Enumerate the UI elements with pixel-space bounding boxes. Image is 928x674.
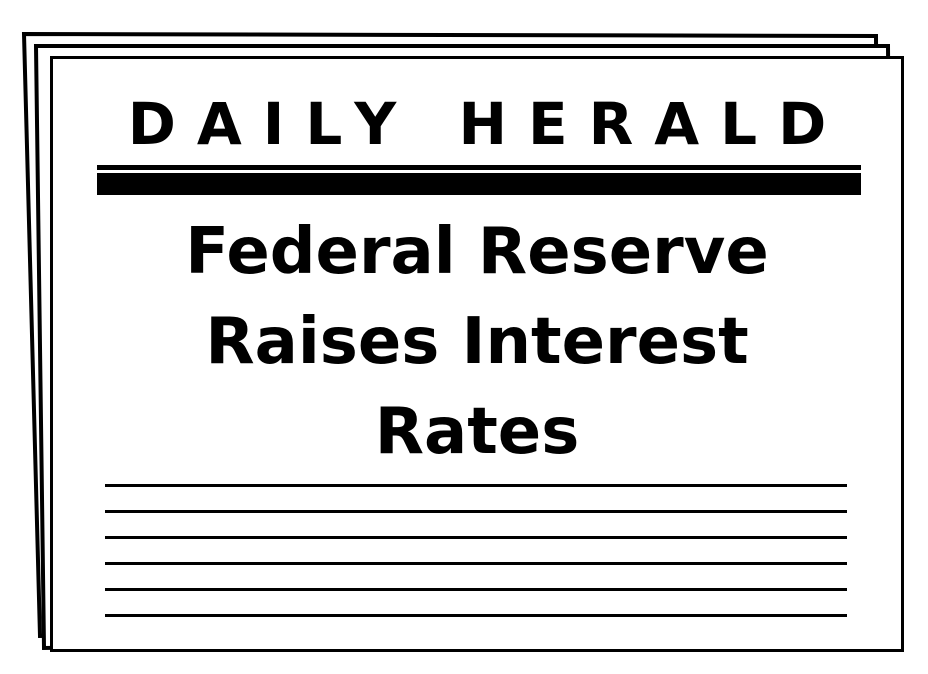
article-line	[105, 588, 847, 591]
headline-line-3: Rates	[374, 395, 580, 469]
masthead-rule-thick	[97, 173, 861, 195]
article-line	[105, 614, 847, 617]
headline: Federal Reserve Raises Interest Rates	[53, 207, 901, 477]
article-line	[105, 562, 847, 565]
article-line	[105, 510, 847, 513]
headline-line-2: Raises Interest	[205, 305, 749, 379]
headline-line-1: Federal Reserve	[185, 215, 769, 289]
newspaper-front-page: DAILY HERALD Federal Reserve Raises Inte…	[50, 56, 904, 652]
newspaper-masthead: DAILY HERALD	[127, 90, 848, 158]
article-line	[105, 484, 847, 487]
article-line	[105, 536, 847, 539]
article-text-placeholder-lines	[105, 484, 847, 640]
masthead-rule-thin	[97, 165, 861, 170]
